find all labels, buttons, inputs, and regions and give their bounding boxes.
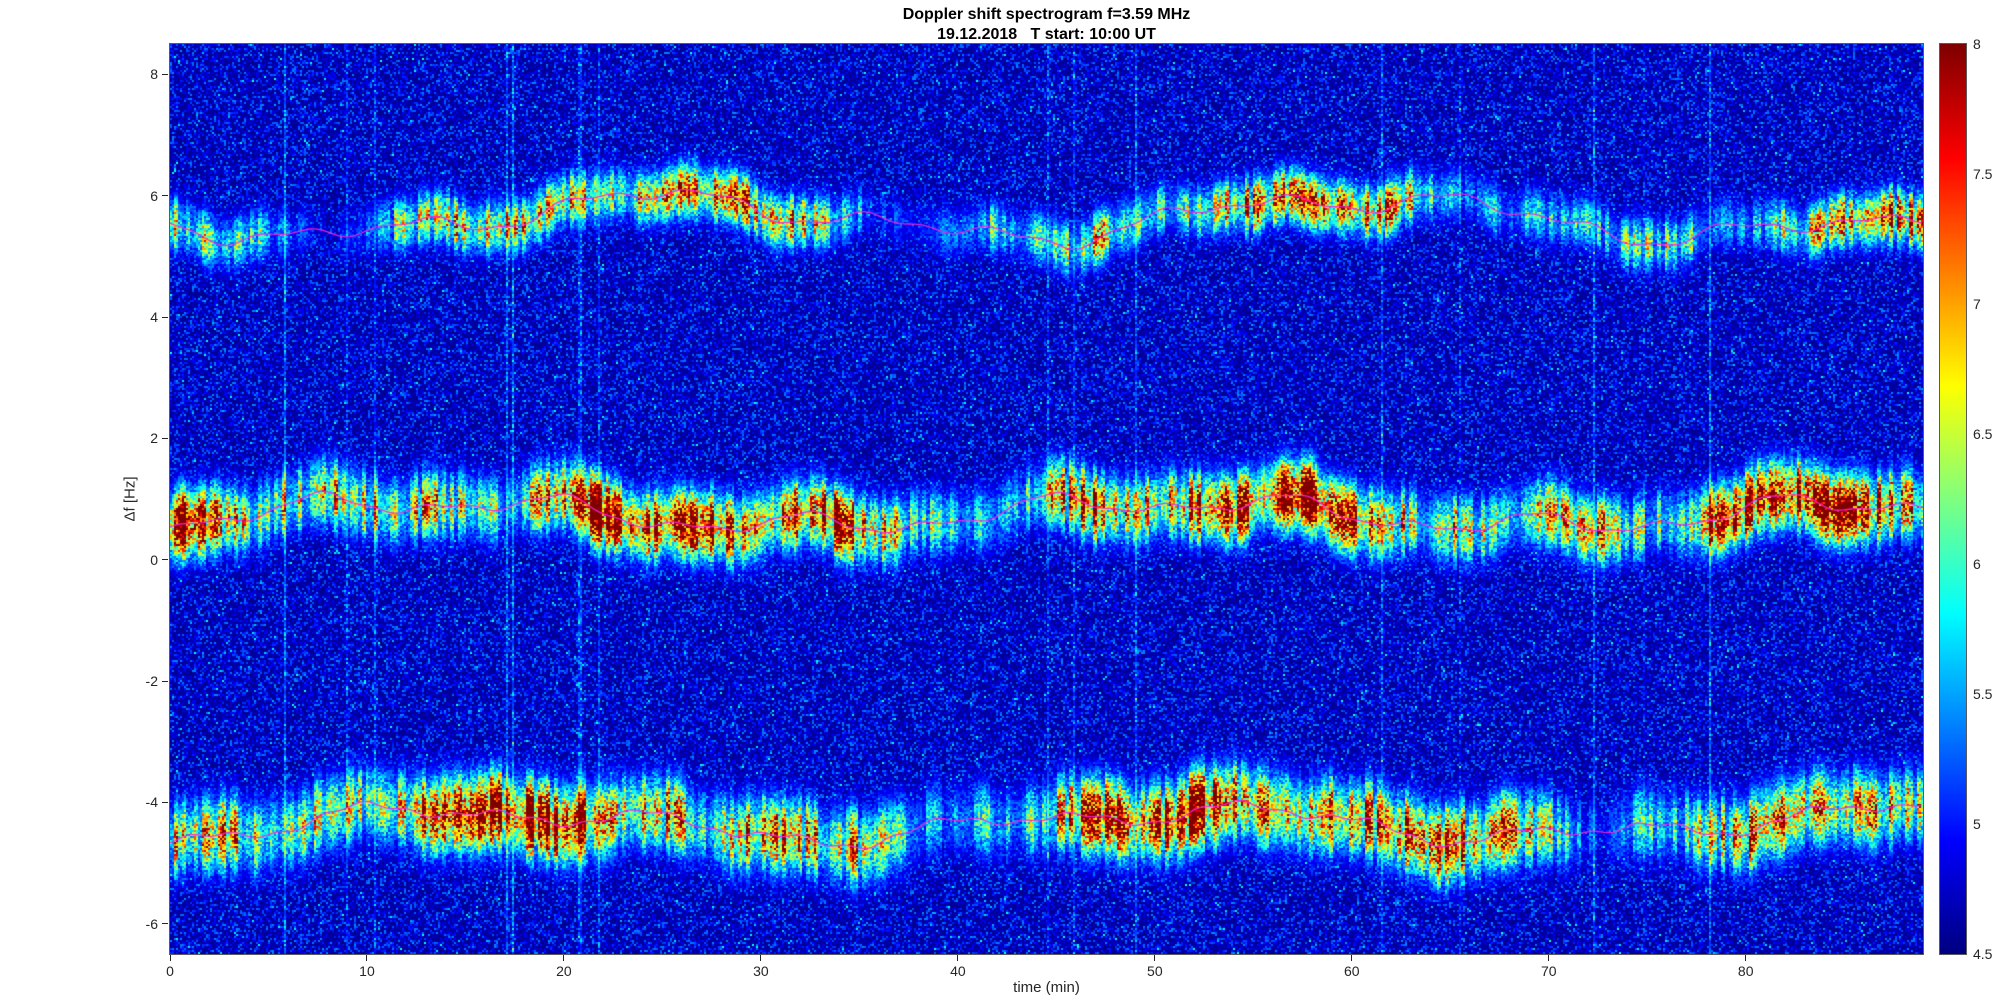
colorbar-tick-label: 5	[1973, 816, 1981, 832]
x-axis-label: time (min)	[1013, 979, 1080, 996]
x-tick-mark	[760, 955, 762, 961]
colorbar-tick-label: 6	[1973, 556, 1981, 572]
x-tick-label: 70	[1540, 963, 1557, 979]
y-tick-mark	[162, 195, 168, 197]
spectrogram-canvas	[170, 44, 1923, 954]
x-tick-mark	[1745, 955, 1747, 961]
x-tick-label: 0	[166, 963, 174, 979]
colorbar-tick-label: 7.5	[1973, 166, 1993, 182]
colorbar-frame	[1939, 43, 1967, 955]
colorbar-tick-label: 7	[1973, 296, 1981, 312]
y-tick-mark	[162, 437, 168, 439]
x-tick-label: 30	[753, 963, 769, 979]
x-tick-label: 80	[1737, 963, 1754, 979]
y-tick-mark	[162, 680, 168, 682]
chart-title: Doppler shift spectrogram f=3.59 MHz	[902, 6, 1191, 23]
y-tick-label: 8	[150, 66, 158, 83]
x-tick-mark	[1351, 955, 1353, 961]
chart-subtitle: 19.12.2018 T start: 10:00 UT	[937, 26, 1156, 43]
y-tick-mark	[162, 801, 168, 803]
y-tick-label: 2	[150, 430, 158, 447]
x-tick-label: 40	[950, 963, 966, 979]
colorbar-tick-label: 8	[1973, 36, 1981, 52]
y-tick-label: 4	[150, 309, 158, 325]
y-tick-label: 6	[150, 187, 158, 204]
x-tick-label: 20	[556, 963, 572, 979]
plot-frame	[169, 43, 1924, 955]
y-tick-mark	[162, 559, 168, 561]
x-tick-label: 50	[1147, 963, 1163, 979]
x-tick-mark	[957, 955, 959, 961]
colorbar-tick-label: 5.5	[1973, 686, 1993, 702]
y-tick-label: -2	[145, 673, 158, 689]
y-tick-mark	[162, 316, 168, 318]
x-tick-mark	[366, 955, 368, 961]
colorbar-tick-label: 6.5	[1973, 426, 1993, 442]
y-tick-mark	[162, 73, 168, 75]
y-tick-label: -4	[145, 794, 158, 811]
x-tick-mark	[1154, 955, 1156, 961]
x-tick-label: 60	[1344, 963, 1360, 979]
x-tick-mark	[1548, 955, 1550, 961]
x-tick-label: 10	[359, 963, 375, 979]
x-tick-mark	[563, 955, 565, 961]
colorbar-tick-label: 4.5	[1973, 946, 1993, 962]
x-tick-mark	[169, 955, 171, 961]
y-axis-label: Δf [Hz]	[121, 476, 139, 522]
colorbar-canvas	[1940, 44, 1966, 954]
y-tick-label: -6	[145, 915, 158, 932]
y-tick-label: 0	[150, 551, 158, 568]
y-tick-mark	[162, 923, 168, 925]
